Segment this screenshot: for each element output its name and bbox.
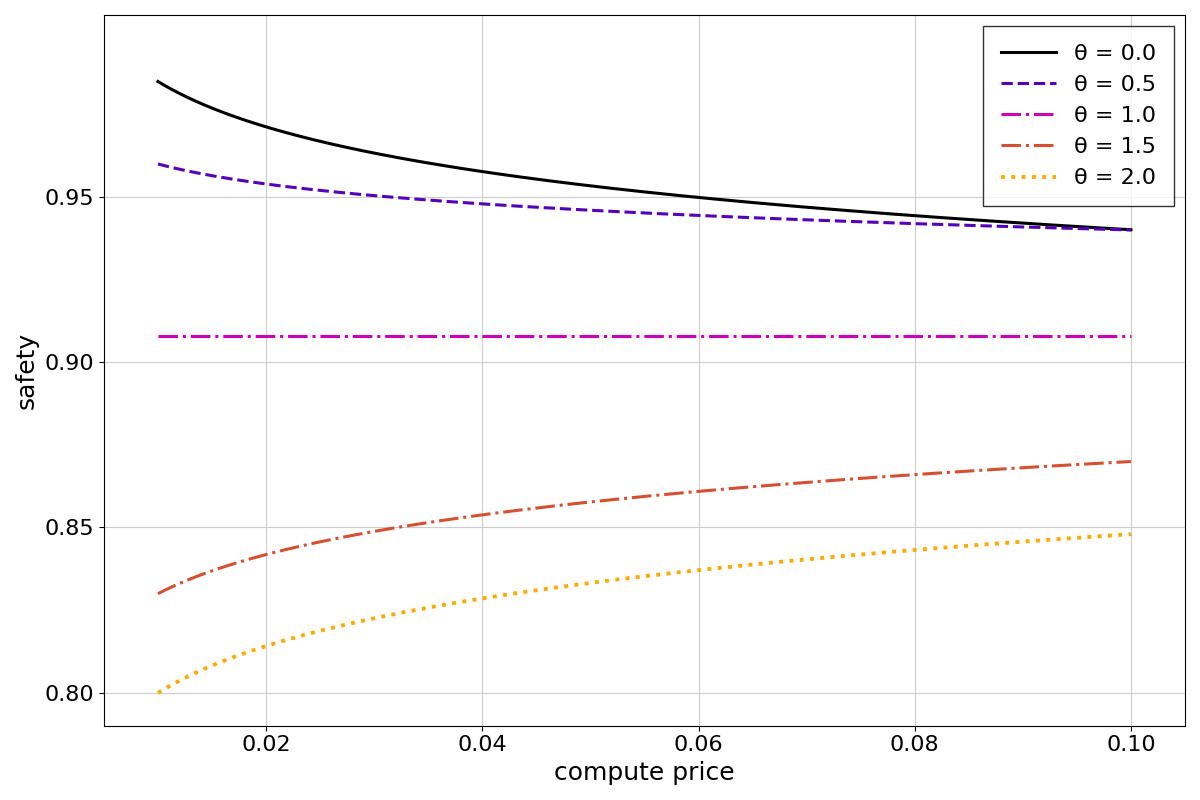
θ = 1.0 bbox=[1123, 331, 1138, 341]
θ = 1.0 bbox=[910, 331, 924, 341]
X-axis label: compute price: compute price bbox=[554, 761, 734, 785]
θ = 0.5 bbox=[818, 216, 833, 226]
θ = 0.0 bbox=[250, 119, 264, 129]
θ = 1.5 bbox=[151, 589, 166, 598]
θ = 0.5 bbox=[151, 159, 166, 169]
θ = 1.0 bbox=[580, 331, 594, 341]
θ = 0.5 bbox=[910, 219, 924, 229]
θ = 2.0 bbox=[1123, 530, 1138, 539]
θ = 1.5 bbox=[1123, 457, 1138, 466]
θ = 0.5 bbox=[545, 203, 559, 213]
θ = 1.0 bbox=[250, 331, 264, 341]
θ = 2.0 bbox=[910, 545, 924, 554]
θ = 2.0 bbox=[250, 644, 264, 654]
θ = 2.0 bbox=[580, 578, 594, 588]
θ = 0.0 bbox=[545, 176, 559, 186]
θ = 1.0 bbox=[928, 331, 942, 341]
θ = 0.5 bbox=[928, 219, 942, 229]
Line: θ = 2.0: θ = 2.0 bbox=[158, 534, 1130, 693]
θ = 1.5 bbox=[818, 476, 833, 486]
Legend: θ = 0.0, θ = 0.5, θ = 1.0, θ = 1.5, θ = 2.0: θ = 0.0, θ = 0.5, θ = 1.0, θ = 1.5, θ = … bbox=[983, 26, 1174, 206]
Line: θ = 1.5: θ = 1.5 bbox=[158, 462, 1130, 594]
θ = 0.0 bbox=[151, 77, 166, 86]
θ = 1.0 bbox=[818, 331, 833, 341]
θ = 0.0 bbox=[928, 212, 942, 222]
Line: θ = 0.5: θ = 0.5 bbox=[158, 164, 1130, 230]
θ = 0.0 bbox=[580, 181, 594, 190]
Line: θ = 0.0: θ = 0.0 bbox=[158, 82, 1130, 230]
θ = 0.5 bbox=[580, 206, 594, 215]
θ = 2.0 bbox=[545, 583, 559, 593]
Y-axis label: safety: safety bbox=[14, 332, 38, 409]
θ = 2.0 bbox=[151, 688, 166, 698]
θ = 0.0 bbox=[910, 211, 924, 221]
θ = 1.5 bbox=[910, 470, 924, 479]
θ = 0.5 bbox=[1123, 225, 1138, 234]
θ = 0.5 bbox=[250, 178, 264, 187]
θ = 0.0 bbox=[818, 204, 833, 214]
θ = 1.5 bbox=[250, 552, 264, 562]
θ = 0.0 bbox=[1123, 225, 1138, 234]
θ = 2.0 bbox=[818, 553, 833, 562]
θ = 2.0 bbox=[928, 543, 942, 553]
θ = 1.0 bbox=[151, 331, 166, 341]
θ = 1.0 bbox=[545, 331, 559, 341]
θ = 1.5 bbox=[545, 502, 559, 511]
θ = 1.5 bbox=[928, 469, 942, 478]
θ = 1.5 bbox=[580, 498, 594, 507]
